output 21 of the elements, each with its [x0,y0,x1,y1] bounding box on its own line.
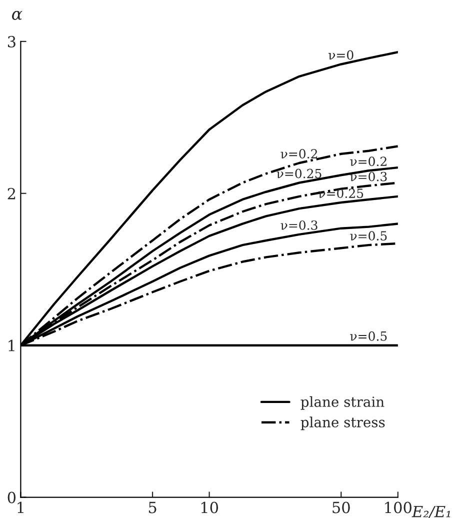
legend-label: plane strain [300,396,384,410]
annotation: ν=0.25 [318,188,364,198]
annotation: ν=0.3 [350,172,387,182]
annotation: ν=0.5 [350,331,387,341]
annotation: ν=0.2 [280,149,318,158]
x-tick-label: 100 [385,502,412,514]
y-tick-label: 0 [8,492,16,504]
y-tick-label: 3 [8,36,16,48]
annotation: ν=0.5 [350,231,387,241]
y-axis-title: α [12,10,22,20]
x-tick-label: 50 [332,502,350,514]
annotation: ν=0.3 [280,220,318,230]
y-tick-label: 2 [8,188,16,200]
x-tick-label: 1 [18,502,24,514]
y-tick-label: 1 [8,340,14,352]
annotation: ν=0 [328,50,354,60]
x-tick-label: 10 [201,502,218,514]
annotation: ν=0.25 [276,168,322,178]
annotation: ν=0.2 [350,156,386,166]
legend-label: plane stress [300,416,385,430]
x-tick-label: 5 [148,502,156,514]
